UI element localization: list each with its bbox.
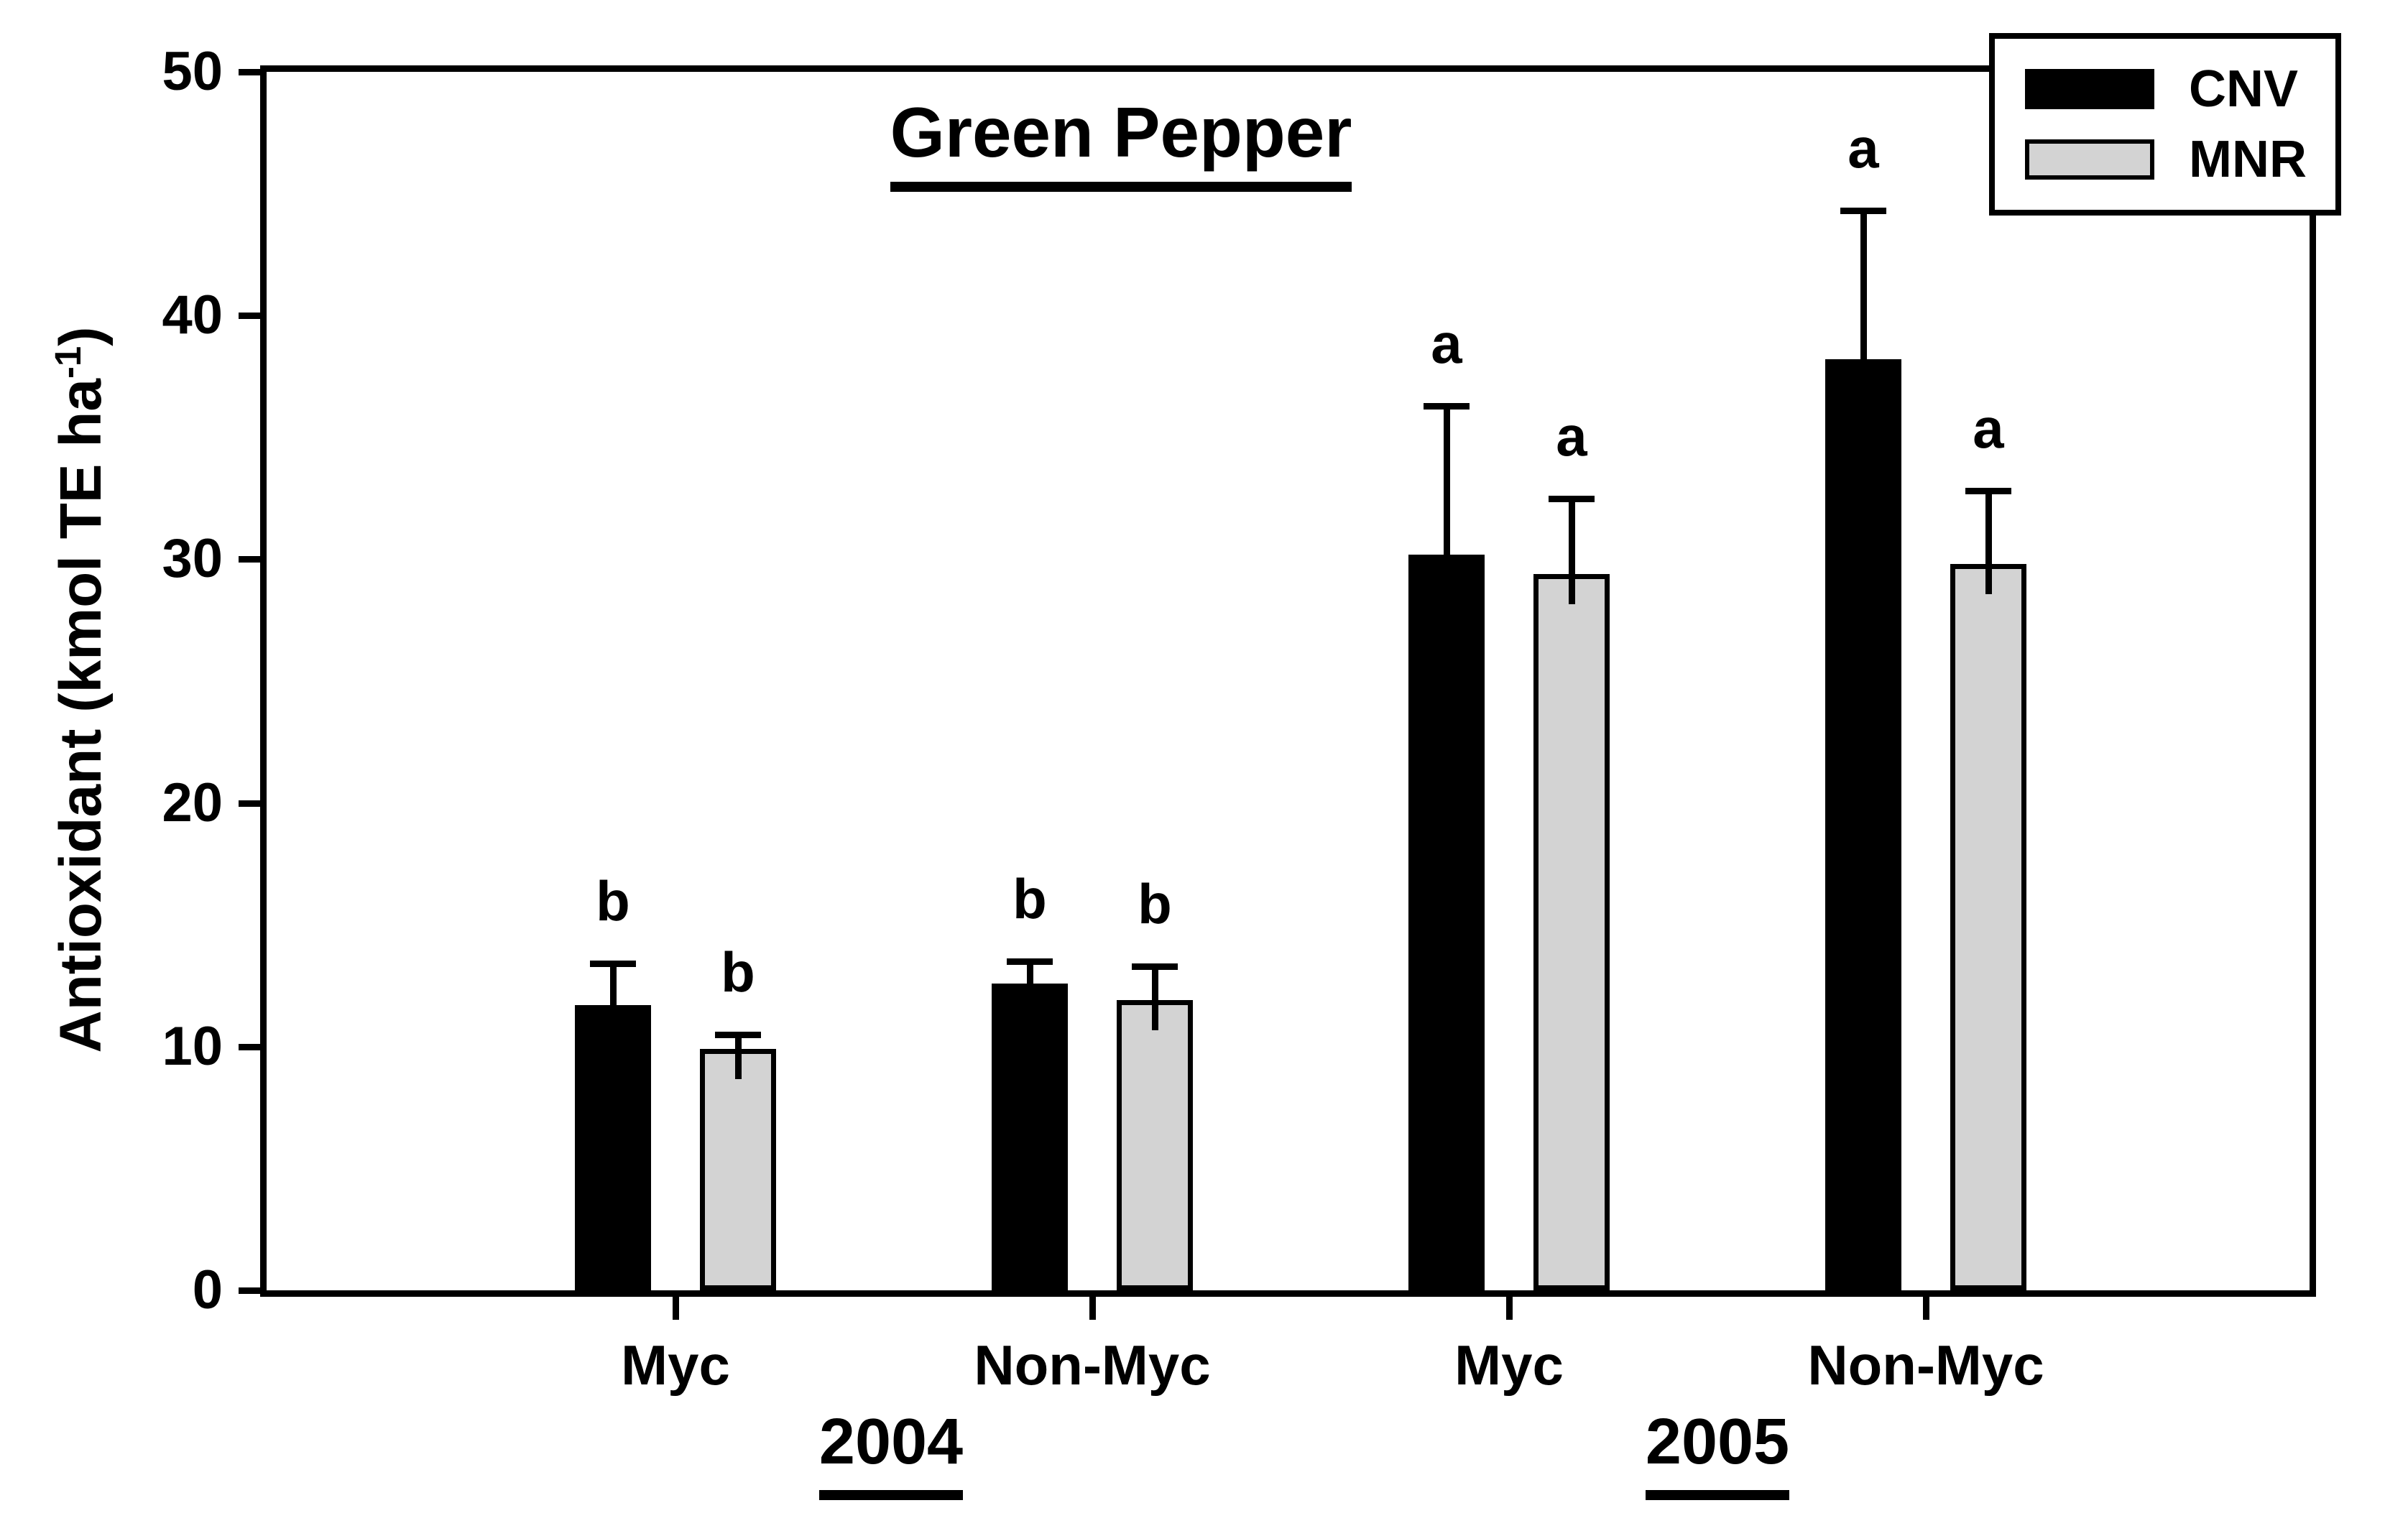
legend-label-mnr: MNR (2189, 131, 2307, 188)
y-axis-tick (239, 556, 260, 563)
error-bar-cap (1132, 963, 1178, 970)
error-bar-stem (1860, 211, 1867, 390)
error-bar-stem (1569, 498, 1575, 604)
year-label-text: 2005 (1645, 1402, 1790, 1500)
error-bar-stem (1027, 961, 1033, 1014)
legend-swatch-cnv (2025, 69, 2154, 109)
y-axis-tick-label: 10 (162, 1015, 223, 1077)
bar-mnr (1117, 1000, 1193, 1290)
error-bar-cap (1007, 958, 1053, 966)
chart-title-text: Green Pepper (890, 92, 1352, 192)
significance-letter: b (721, 940, 755, 1004)
year-label: 2004 (675, 1402, 1107, 1503)
error-bar-cap (1840, 208, 1886, 215)
bar-cnv (1408, 554, 1485, 1290)
bar-cnv (575, 1005, 651, 1290)
y-axis-tick (239, 1043, 260, 1050)
legend-row-cnv: CNV (2025, 63, 2335, 115)
bar-mnr (700, 1049, 776, 1290)
significance-letter: b (1138, 871, 1172, 935)
year-label: 2005 (1502, 1402, 1933, 1503)
bar-cnv (992, 983, 1068, 1290)
y-axis-tick (239, 1287, 260, 1294)
error-bar-cap (1965, 488, 2011, 495)
error-bar-stem (1985, 491, 1992, 595)
x-axis-group-tick (1089, 1297, 1096, 1320)
bar-cnv (1825, 359, 1901, 1290)
legend: CNV MNR (1989, 33, 2341, 216)
error-bar-cap (1549, 495, 1595, 502)
bar-mnr (1950, 564, 2026, 1290)
error-bar-cap (715, 1031, 761, 1038)
y-axis-tick-label: 50 (162, 41, 223, 102)
y-axis-tick (239, 313, 260, 320)
y-axis-title: Antioxidant (kmol TE ha-1) (38, 97, 124, 1282)
y-axis-tick (239, 69, 260, 75)
legend-swatch-mnr (2025, 139, 2154, 180)
chart-title: Green Pepper (762, 92, 1480, 192)
error-bar-stem (1444, 405, 1450, 585)
x-axis-group-label: Myc (1454, 1333, 1564, 1397)
x-axis-group-label: Non-Myc (1807, 1333, 2044, 1397)
bar-mnr (1533, 573, 1610, 1290)
y-axis-tick-label: 20 (162, 772, 223, 833)
x-axis-group-tick (673, 1297, 679, 1320)
significance-letter: a (1847, 116, 1879, 180)
significance-letter: b (1012, 867, 1047, 931)
error-bar-cap (590, 961, 636, 968)
x-axis-group-tick (1923, 1297, 1929, 1320)
significance-letter: a (1556, 404, 1587, 468)
significance-letter: a (1973, 397, 2004, 461)
y-axis-tick (239, 800, 260, 807)
error-bar-stem (735, 1034, 742, 1080)
x-axis-group-label: Myc (621, 1333, 730, 1397)
significance-letter: b (596, 869, 630, 933)
x-axis-group-tick (1506, 1297, 1513, 1320)
y-axis-tick-label: 40 (162, 285, 223, 346)
legend-row-mnr: MNR (2025, 134, 2335, 185)
error-bar-cap (1424, 402, 1470, 410)
error-bar-stem (610, 963, 617, 1036)
error-bar-stem (1152, 966, 1158, 1031)
significance-letter: a (1431, 311, 1462, 375)
year-label-text: 2004 (818, 1402, 964, 1500)
legend-label-cnv: CNV (2189, 60, 2299, 118)
y-axis-tick-label: 30 (162, 528, 223, 590)
x-axis-group-label: Non-Myc (974, 1333, 1211, 1397)
y-axis-tick-label: 0 (192, 1259, 223, 1320)
y-axis-title-main: Antioxidant (kmol TE ha (48, 379, 114, 1053)
